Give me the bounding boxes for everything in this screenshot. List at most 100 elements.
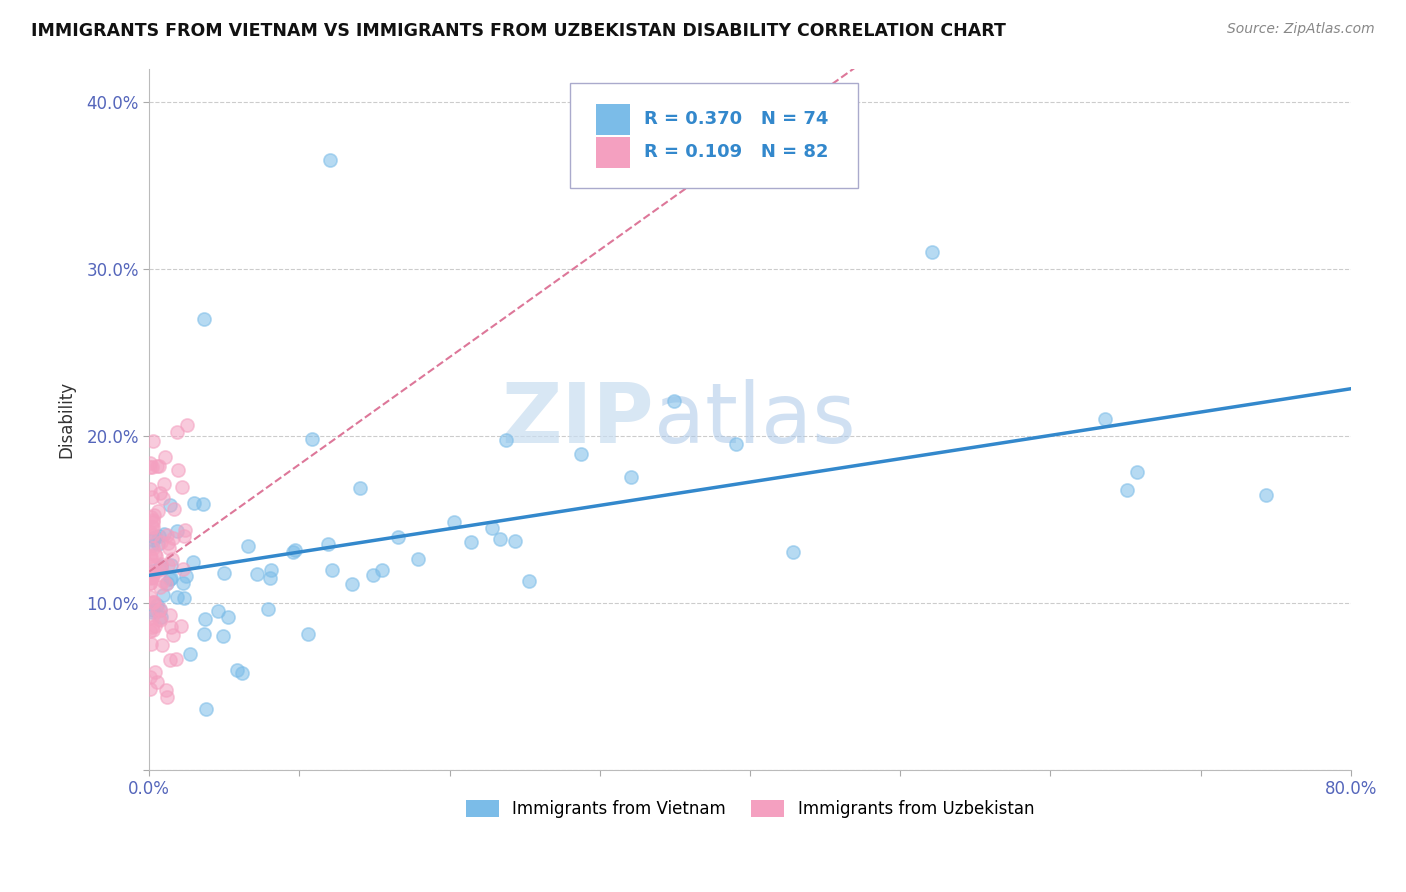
Point bbox=[231, 665, 253, 680]
Point bbox=[481, 521, 503, 535]
Point bbox=[157, 541, 180, 555]
Point bbox=[212, 566, 235, 580]
Point bbox=[155, 576, 177, 591]
Point bbox=[217, 610, 239, 624]
Point bbox=[139, 670, 162, 684]
Point bbox=[141, 460, 163, 475]
Point bbox=[173, 591, 195, 605]
Point bbox=[141, 620, 163, 634]
Point bbox=[195, 702, 218, 716]
Point bbox=[141, 605, 163, 619]
Point bbox=[156, 576, 179, 591]
Point bbox=[155, 690, 177, 705]
Point bbox=[517, 574, 540, 588]
Point bbox=[297, 627, 319, 641]
Point bbox=[141, 637, 163, 651]
Point bbox=[142, 623, 165, 637]
Point bbox=[619, 470, 641, 484]
Point bbox=[150, 535, 173, 549]
Point bbox=[146, 598, 169, 612]
Point bbox=[142, 515, 165, 529]
Point bbox=[159, 607, 181, 622]
Point bbox=[155, 682, 177, 697]
Point bbox=[166, 524, 188, 538]
Point bbox=[141, 596, 163, 610]
Point bbox=[142, 541, 165, 556]
Point bbox=[152, 491, 174, 505]
Point bbox=[150, 559, 173, 574]
Point bbox=[141, 538, 163, 552]
Point bbox=[443, 515, 465, 529]
Point bbox=[139, 571, 162, 585]
Point bbox=[174, 569, 197, 583]
Y-axis label: Disability: Disability bbox=[58, 381, 75, 458]
Point bbox=[340, 576, 363, 591]
Point bbox=[148, 612, 170, 626]
Point bbox=[349, 481, 371, 495]
Point bbox=[146, 458, 169, 473]
Point bbox=[149, 602, 172, 616]
Point bbox=[149, 558, 172, 572]
Point bbox=[146, 675, 169, 690]
Point bbox=[145, 549, 167, 563]
Point bbox=[226, 663, 249, 677]
Point bbox=[149, 562, 172, 576]
Point bbox=[160, 558, 183, 572]
Point bbox=[166, 591, 188, 605]
Text: R = 0.370   N = 74: R = 0.370 N = 74 bbox=[644, 111, 828, 128]
Point bbox=[238, 539, 260, 553]
Point bbox=[170, 618, 193, 632]
Point bbox=[141, 610, 163, 624]
Point bbox=[139, 624, 162, 639]
Point bbox=[141, 570, 163, 584]
Point bbox=[139, 576, 162, 591]
Point bbox=[176, 418, 198, 433]
Point bbox=[212, 628, 235, 642]
Point bbox=[139, 576, 162, 591]
Point bbox=[149, 486, 172, 500]
Point bbox=[319, 153, 342, 168]
Point bbox=[569, 447, 592, 461]
Point bbox=[181, 555, 204, 569]
Point bbox=[143, 547, 166, 561]
Point bbox=[139, 524, 162, 539]
Point bbox=[503, 534, 526, 549]
Point bbox=[139, 567, 162, 582]
Point bbox=[207, 604, 229, 618]
Point bbox=[489, 533, 512, 547]
Point bbox=[921, 245, 943, 260]
Point bbox=[166, 463, 188, 477]
Point bbox=[150, 638, 173, 652]
Point bbox=[141, 510, 163, 524]
Point bbox=[156, 527, 179, 541]
Point bbox=[245, 567, 267, 582]
Point bbox=[159, 498, 181, 512]
Point bbox=[159, 572, 181, 586]
Point bbox=[193, 312, 215, 326]
Point bbox=[148, 537, 170, 551]
Point bbox=[162, 531, 184, 545]
Point bbox=[142, 558, 165, 572]
Point bbox=[191, 498, 214, 512]
FancyBboxPatch shape bbox=[596, 103, 630, 136]
Point bbox=[148, 604, 170, 618]
Text: R = 0.109   N = 82: R = 0.109 N = 82 bbox=[644, 144, 828, 161]
Point bbox=[193, 626, 215, 640]
Text: ZIP: ZIP bbox=[502, 379, 654, 459]
Point bbox=[141, 570, 163, 584]
Point bbox=[1094, 411, 1116, 425]
Point bbox=[152, 588, 174, 602]
Point bbox=[173, 529, 195, 543]
Point bbox=[141, 519, 163, 533]
Point bbox=[321, 562, 343, 576]
Point bbox=[142, 533, 165, 547]
Point bbox=[142, 595, 165, 609]
Point bbox=[495, 434, 517, 448]
Point bbox=[172, 480, 194, 494]
Point bbox=[141, 564, 163, 578]
FancyBboxPatch shape bbox=[596, 136, 630, 168]
Point bbox=[139, 460, 162, 475]
Point bbox=[139, 456, 162, 470]
Point bbox=[152, 527, 174, 541]
Point bbox=[143, 665, 166, 679]
